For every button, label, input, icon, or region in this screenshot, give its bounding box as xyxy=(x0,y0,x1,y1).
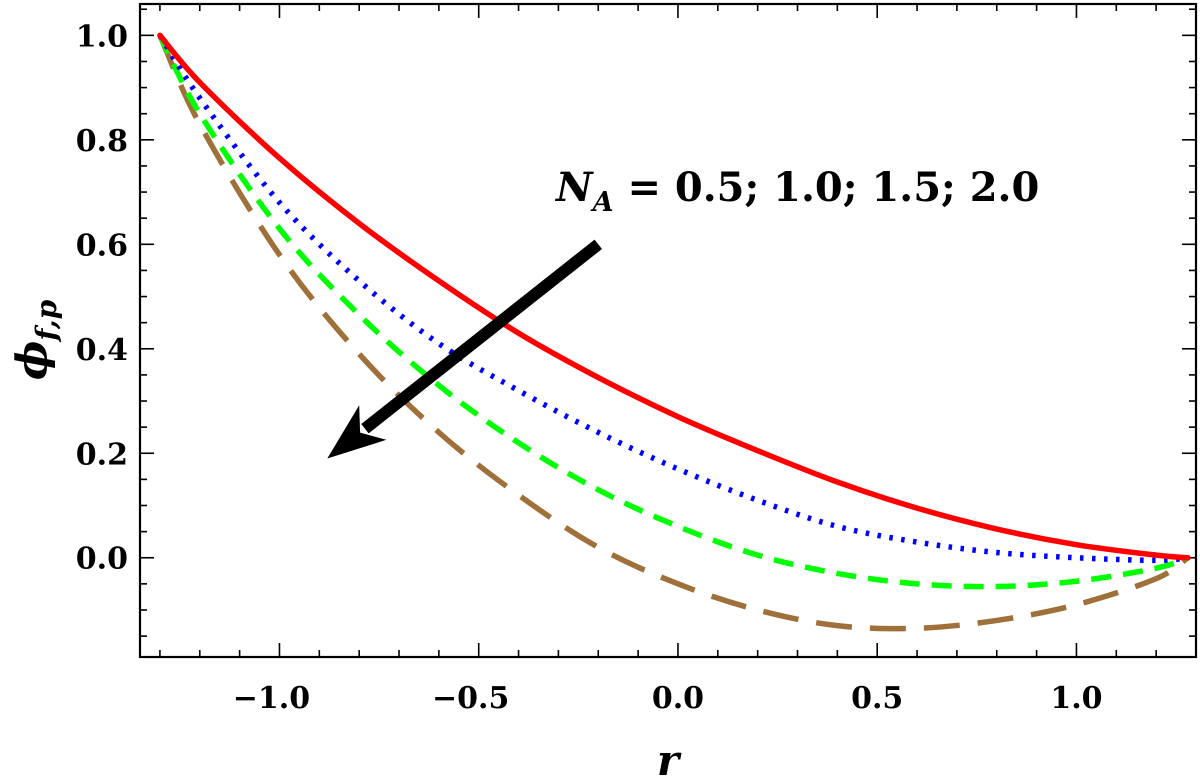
x-tick-label: 0.0 xyxy=(652,681,704,716)
series-lines xyxy=(157,32,1191,632)
y-tick-label: 0.0 xyxy=(76,542,128,577)
series-line-3 xyxy=(157,34,1189,590)
x-tick-label: −1.0 xyxy=(233,681,310,716)
axis-ticks xyxy=(140,4,1197,657)
y-axis-label: ϕf,p xyxy=(7,299,63,380)
y-axis-label-base: ϕ xyxy=(7,341,56,381)
x-tick-labels: −1.0 −0.5 0.0 0.5 1.0 xyxy=(233,681,1103,716)
plot-border xyxy=(138,2,1198,659)
annotation-label: NA = 0.5; 1.0; 1.5; 2.0 xyxy=(554,164,1039,218)
x-axis-label: r xyxy=(657,736,682,779)
series-line-4 xyxy=(157,34,1190,632)
annotation-arrow xyxy=(327,239,602,459)
y-tick-label: 0.6 xyxy=(76,228,128,263)
plot-frame xyxy=(138,2,1198,659)
x-tick-label: 1.0 xyxy=(1050,681,1102,716)
arrow-shaft xyxy=(361,239,602,434)
series-line-2 xyxy=(157,33,1189,564)
y-tick-label: 0.8 xyxy=(76,124,128,159)
arrow-head xyxy=(327,405,387,459)
annotation-sub: A xyxy=(590,187,614,218)
y-axis-label-sub: f,p xyxy=(30,299,63,342)
annotation-var: N xyxy=(554,164,594,211)
annotation-values: = 0.5; 1.0; 1.5; 2.0 xyxy=(614,164,1040,211)
y-tick-label: 1.0 xyxy=(76,19,128,54)
y-tick-label: 0.4 xyxy=(76,333,128,368)
y-tick-label: 0.2 xyxy=(76,437,128,472)
y-tick-labels: 0.0 0.2 0.4 0.6 0.8 1.0 xyxy=(76,19,128,576)
x-tick-label: 0.5 xyxy=(851,681,903,716)
x-tick-label: −0.5 xyxy=(432,681,509,716)
series-line-1 xyxy=(157,32,1191,561)
